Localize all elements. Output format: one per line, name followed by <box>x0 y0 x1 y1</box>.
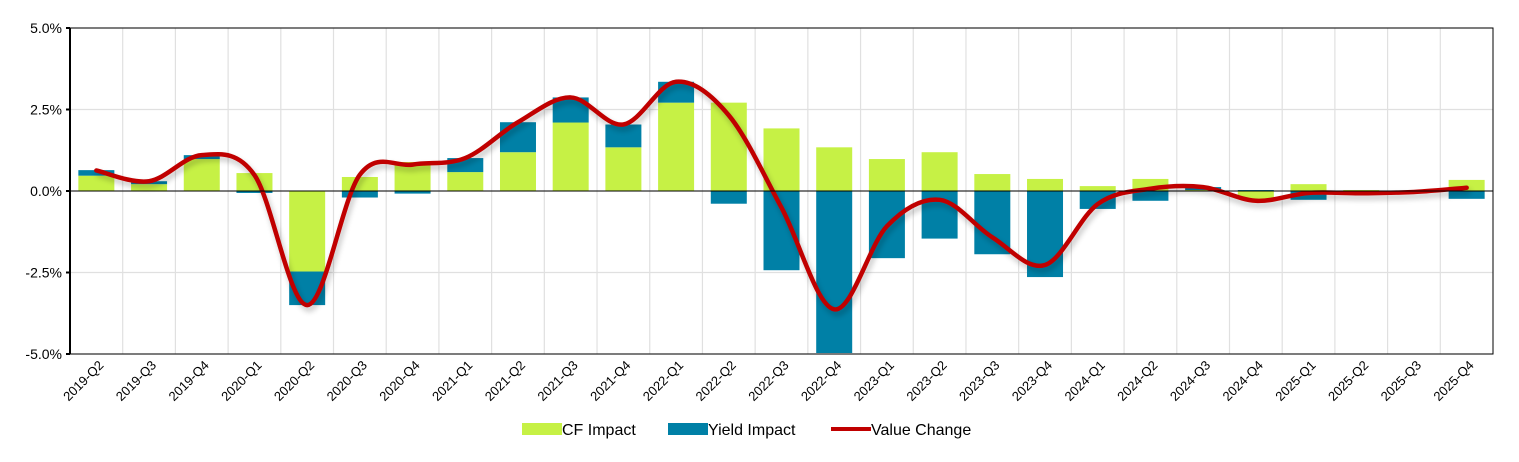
bars <box>78 82 1484 353</box>
cf-impact-bar <box>922 152 958 191</box>
x-tick-label: 2025-Q1 <box>1272 358 1318 404</box>
x-tick-label: 2022-Q1 <box>640 358 686 404</box>
yield-impact-bar <box>711 191 747 204</box>
legend-label: Value Change <box>871 422 971 439</box>
x-tick-label: 2024-Q1 <box>1061 358 1107 404</box>
y-tick-label: -2.5% <box>25 265 62 281</box>
cf-impact-bar <box>1291 184 1327 191</box>
axes <box>66 28 1493 354</box>
x-tick-label: 2022-Q3 <box>745 358 791 404</box>
cf-impact-bar <box>342 177 378 191</box>
x-tick-label: 2025-Q3 <box>1378 358 1424 404</box>
cf-impact-bar <box>658 103 694 191</box>
x-tick-label: 2024-Q3 <box>1167 358 1213 404</box>
cf-impact-bar <box>816 147 852 191</box>
x-tick-label: 2019-Q4 <box>165 358 211 404</box>
x-tick-label: 2021-Q3 <box>534 358 580 404</box>
cf-impact-bar <box>553 123 589 191</box>
yield-impact-bar <box>500 122 536 152</box>
cf-impact-bar <box>500 152 536 191</box>
x-tick-label: 2025-Q4 <box>1430 358 1476 404</box>
cf-impact-bar <box>869 159 905 191</box>
y-tick-label: -5.0% <box>25 346 62 362</box>
legend-swatch-yield-impact <box>668 423 708 435</box>
cf-impact-bar <box>447 172 483 191</box>
cf-impact-bar <box>78 176 114 191</box>
x-tick-label: 2023-Q1 <box>851 358 897 404</box>
x-tick-label: 2023-Q4 <box>1009 358 1055 404</box>
x-tick-label: 2022-Q4 <box>798 358 844 404</box>
cf-impact-bar <box>1080 186 1116 191</box>
cf-impact-bar <box>131 184 167 191</box>
x-tick-label: 2020-Q2 <box>271 358 317 404</box>
x-tick-label: 2019-Q3 <box>113 358 159 404</box>
yield-impact-bar <box>605 124 641 147</box>
cf-impact-bar <box>605 147 641 191</box>
legend-label: Yield Impact <box>708 422 796 439</box>
yield-impact-bar <box>816 191 852 353</box>
yield-impact-bar <box>1449 191 1485 199</box>
cf-impact-bar <box>289 191 325 272</box>
x-tick-label: 2025-Q2 <box>1325 358 1371 404</box>
legend-swatch-cf-impact <box>522 423 562 435</box>
y-tick-label: 5.0% <box>30 20 62 36</box>
x-tick-label: 2023-Q2 <box>903 358 949 404</box>
cf-impact-bar <box>974 174 1010 191</box>
x-tick-label: 2020-Q3 <box>324 358 370 404</box>
y-tick-labels: 5.0% 2.5% 0.0% -2.5% -5.0% <box>25 20 62 362</box>
legend-label: CF Impact <box>562 422 636 439</box>
x-tick-label: 2023-Q3 <box>956 358 1002 404</box>
x-tick-label: 2021-Q1 <box>429 358 475 404</box>
legend: CF Impact Yield Impact Value Change <box>522 422 971 439</box>
x-tick-label: 2019-Q2 <box>60 358 106 404</box>
x-tick-label: 2022-Q2 <box>693 358 739 404</box>
y-tick-label: 0.0% <box>30 183 62 199</box>
cf-impact-bar <box>1027 179 1063 191</box>
x-tick-label: 2024-Q4 <box>1220 358 1266 404</box>
x-tick-label: 2024-Q2 <box>1114 358 1160 404</box>
y-tick-label: 2.5% <box>30 102 62 118</box>
x-tick-label: 2020-Q1 <box>218 358 264 404</box>
x-tick-label: 2021-Q4 <box>587 358 633 404</box>
cf-impact-bar <box>184 159 220 191</box>
x-tick-label: 2020-Q4 <box>376 358 422 404</box>
x-tick-label: 2021-Q2 <box>482 358 528 404</box>
